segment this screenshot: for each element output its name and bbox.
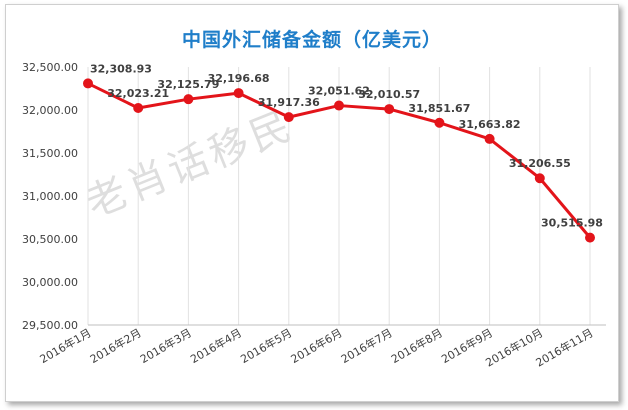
data-point <box>233 88 244 99</box>
data-label: 31,663.82 <box>459 118 521 131</box>
x-tick-label: 2016年2月 <box>87 325 143 366</box>
x-tick-label: 2016年5月 <box>238 325 294 366</box>
data-point <box>384 104 395 115</box>
x-tick-label: 2016年6月 <box>288 325 344 366</box>
data-label: 32,051.62 <box>308 85 370 98</box>
y-tick-label: 31,500.00 <box>22 147 78 160</box>
data-point <box>283 112 294 123</box>
data-point <box>133 103 144 114</box>
chart-frame: 中国外汇储备金额（亿美元） 老肖话移民 29,500.00 30,000.00 30… <box>5 4 619 402</box>
data-point <box>534 173 545 184</box>
y-tick-label: 29,500.00 <box>22 319 78 332</box>
x-tick-label: 2016年7月 <box>338 325 394 366</box>
x-tick-label: 2016年4月 <box>188 325 244 366</box>
y-tick-label: 32,000.00 <box>22 104 78 117</box>
x-tick-label: 2016年3月 <box>138 325 194 366</box>
data-label: 32,308.93 <box>90 62 152 75</box>
x-tick-label: 2016年8月 <box>389 325 445 366</box>
data-point <box>484 133 495 144</box>
data-label: 31,917.36 <box>258 96 320 109</box>
x-tick-label: 2016年11月 <box>533 325 595 369</box>
line-chart: 29,500.00 30,000.00 30,500.00 31,000.00 31,5… <box>22 61 606 370</box>
y-tick-label: 30,000.00 <box>22 276 78 289</box>
data-label: 32,125.79 <box>157 78 219 91</box>
data-point <box>434 117 445 128</box>
y-tick-label: 32,500.00 <box>22 61 78 74</box>
data-label: 32,010.57 <box>358 88 420 101</box>
data-point <box>334 100 344 111</box>
data-label: 31,206.55 <box>509 157 571 170</box>
data-point <box>83 78 93 89</box>
y-tick-label: 31,000.00 <box>22 190 78 203</box>
chart-title: 中国外汇储备金额（亿美元） <box>181 29 442 51</box>
data-label: 31,851.67 <box>408 102 470 115</box>
y-tick-label: 30,500.00 <box>22 233 78 246</box>
data-point <box>183 94 194 105</box>
data-label: 30,515.98 <box>541 217 603 230</box>
data-label: 32,023.21 <box>107 87 169 100</box>
data-label: 32,196.68 <box>208 72 270 85</box>
data-point <box>585 232 595 243</box>
